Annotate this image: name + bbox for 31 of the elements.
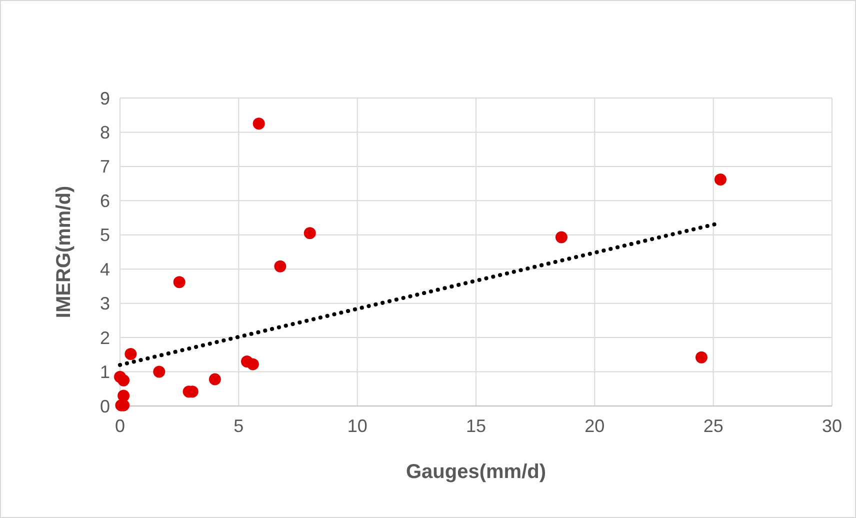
y-tick-label: 6 — [100, 190, 110, 211]
y-tick-label: 9 — [100, 88, 110, 108]
point — [252, 118, 265, 130]
point — [304, 227, 316, 240]
y-tick-label: 4 — [100, 259, 110, 280]
y-tick-label: 0 — [100, 396, 110, 416]
y-axis-title: IMERG(mm/d) — [53, 186, 75, 318]
point — [555, 231, 568, 244]
x-tick-label: 10 — [347, 416, 368, 436]
point — [246, 358, 259, 370]
point — [695, 351, 708, 364]
point — [208, 373, 221, 386]
y-tick-label: 2 — [100, 328, 110, 348]
point — [118, 374, 130, 386]
point — [714, 173, 726, 186]
point — [274, 260, 286, 272]
x-tick-label: 5 — [234, 416, 244, 436]
x-tick-label: 25 — [703, 416, 724, 436]
x-tick-label: 20 — [584, 416, 605, 436]
x-axis-title: Gauges(mm/d) — [406, 461, 546, 483]
x-tick-label: 30 — [822, 416, 842, 436]
y-tick-label: 5 — [100, 225, 110, 246]
point — [173, 276, 186, 288]
y-tick-label: 1 — [100, 362, 110, 382]
point — [124, 348, 137, 360]
x-tick-label: 0 — [114, 416, 126, 436]
y-tick-label: 7 — [100, 156, 110, 177]
y-tick-label: 3 — [100, 294, 110, 314]
x-tick-label: 15 — [466, 416, 486, 436]
y-tick-label: 8 — [100, 122, 110, 143]
point — [153, 366, 166, 378]
